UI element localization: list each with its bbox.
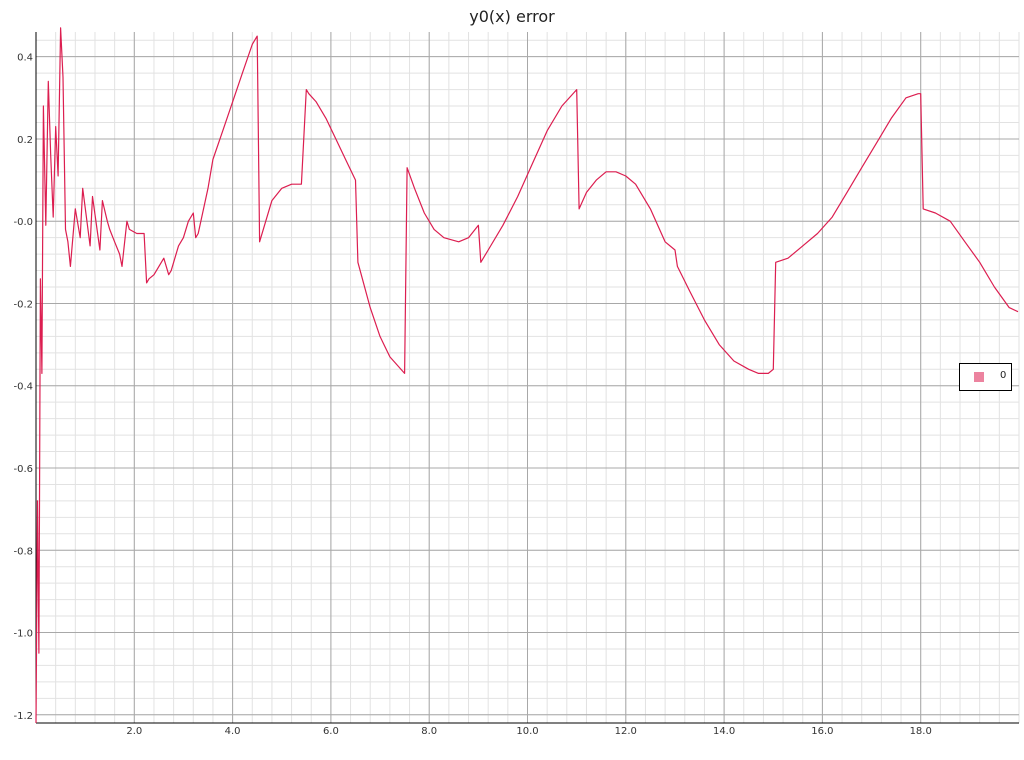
y-tick-label: -0.6	[13, 464, 33, 475]
legend-swatch	[974, 372, 984, 382]
major-grid	[36, 32, 1019, 723]
x-tick-labels: 2.0 4.0 6.0 8.0 10.0 12.0 14.0 16.0 18.0	[126, 726, 931, 737]
x-tick-label: 6.0	[323, 726, 339, 737]
chart-title: y0(x) error	[469, 7, 555, 26]
y-tick-label: -1.0	[13, 629, 33, 640]
y-tick-label: 0.4	[17, 53, 33, 64]
x-tick-label: 14.0	[713, 726, 735, 737]
y-tick-label: 0.2	[17, 135, 33, 146]
axes	[35, 32, 1019, 724]
x-tick-label: 12.0	[615, 726, 637, 737]
legend-label: 0	[1000, 370, 1007, 381]
y-tick-label: -0.4	[13, 382, 33, 393]
y-tick-label: -0.8	[13, 546, 33, 557]
y-tick-label: -0.0	[13, 217, 33, 228]
x-tick-label: 8.0	[421, 726, 437, 737]
x-tick-label: 4.0	[225, 726, 241, 737]
x-tick-label: 16.0	[811, 726, 833, 737]
y-tick-label: -1.2	[13, 711, 33, 722]
y-tick-labels: 0.4 0.2 -0.0 -0.2 -0.4 -0.6 -0.8 -1.0 -1.2	[13, 53, 33, 722]
y-tick-label: -0.2	[13, 299, 33, 310]
legend: 0	[959, 363, 1012, 391]
series-line-0	[35, 27, 1019, 724]
x-tick-label: 2.0	[126, 726, 142, 737]
series-layer	[35, 27, 1019, 724]
x-tick-label: 10.0	[516, 726, 538, 737]
x-tick-label: 18.0	[910, 726, 932, 737]
